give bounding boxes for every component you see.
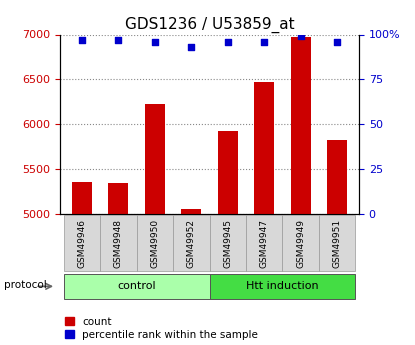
Text: control: control [117,281,156,291]
FancyBboxPatch shape [210,215,246,272]
Bar [290,37,311,214]
Text: protocol: protocol [4,280,47,290]
Text: GSM49946: GSM49946 [78,219,87,268]
Point [79,37,85,43]
Text: Htt induction: Htt induction [246,281,319,291]
Point [225,39,231,45]
Bar [108,183,129,214]
Bar [218,131,238,214]
FancyBboxPatch shape [64,215,100,272]
Bar [327,140,347,214]
Text: GSM49945: GSM49945 [223,219,232,268]
Text: GSM49948: GSM49948 [114,219,123,268]
FancyBboxPatch shape [137,215,173,272]
Bar [145,104,165,214]
Point [151,39,158,45]
FancyBboxPatch shape [283,215,319,272]
FancyBboxPatch shape [64,274,210,299]
Text: GSM49949: GSM49949 [296,219,305,268]
FancyBboxPatch shape [319,215,355,272]
Text: GSM49950: GSM49950 [150,219,159,268]
FancyBboxPatch shape [246,215,283,272]
Bar [72,182,92,214]
Text: GSM49952: GSM49952 [187,219,196,268]
Point [261,39,268,45]
Bar [254,82,274,214]
Point [188,44,195,50]
FancyBboxPatch shape [100,215,137,272]
Bar [181,209,201,214]
Point [115,37,122,43]
Title: GDS1236 / U53859_at: GDS1236 / U53859_at [125,17,294,33]
Text: GSM49951: GSM49951 [332,219,342,268]
Text: GSM49947: GSM49947 [260,219,269,268]
FancyBboxPatch shape [173,215,210,272]
Legend: count, percentile rank within the sample: count, percentile rank within the sample [66,317,258,340]
Point [298,33,304,39]
FancyBboxPatch shape [210,274,355,299]
Point [334,39,340,45]
